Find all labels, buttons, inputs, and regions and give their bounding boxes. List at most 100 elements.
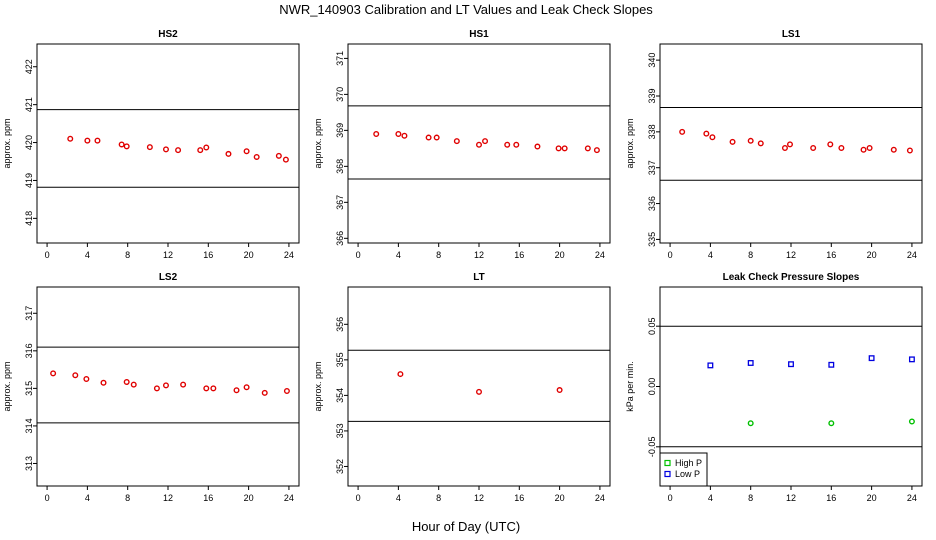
x-tick-label: 8	[748, 493, 753, 503]
x-tick-label: 8	[436, 250, 441, 260]
y-tick-label: 337	[647, 160, 657, 175]
y-axis-label: approx. ppm	[2, 118, 12, 168]
data-point	[243, 384, 250, 391]
data-point	[395, 130, 402, 137]
x-tick-label: 24	[907, 493, 917, 503]
y-tick-label: 369	[335, 123, 345, 138]
x-tick-label: 8	[125, 250, 130, 260]
data-point	[482, 138, 489, 145]
data-point	[788, 361, 794, 368]
y-tick-label: 366	[335, 231, 345, 246]
data-point	[747, 420, 754, 427]
data-point	[130, 381, 137, 388]
panel-title: HS2	[158, 29, 178, 40]
data-point	[476, 388, 483, 395]
x-tick-label: 12	[474, 250, 484, 260]
data-point	[827, 141, 834, 148]
x-tick-label: 16	[826, 250, 836, 260]
data-point	[707, 362, 714, 369]
data-point	[153, 385, 160, 392]
x-tick-label: 4	[396, 250, 401, 260]
data-point	[593, 147, 600, 154]
panel-title: LS1	[782, 29, 801, 40]
y-tick-label: 420	[24, 135, 34, 150]
panel-title: LT	[473, 272, 484, 283]
data-point	[123, 143, 130, 150]
y-tick-label: 419	[24, 173, 34, 188]
legend-marker	[664, 470, 671, 478]
y-tick-label: 353	[335, 423, 345, 438]
panel-3: LS1 approx. ppm 0 4 8 12 16 20 24 335 336 337 338 339…	[625, 29, 923, 260]
data-point	[828, 361, 835, 368]
x-tick-label: 4	[85, 493, 90, 503]
x-tick-label: 20	[555, 493, 565, 503]
data-point	[203, 144, 210, 151]
y-axis-label: kPa per min.	[625, 361, 635, 412]
data-point	[72, 372, 79, 379]
plot-frame	[659, 43, 923, 244]
x-tick-label: 4	[708, 493, 713, 503]
y-tick-label: 339	[647, 88, 657, 103]
y-tick-label: 335	[647, 232, 657, 247]
x-tick-label: 8	[436, 493, 441, 503]
x-tick-label: 8	[125, 493, 130, 503]
data-point	[828, 420, 835, 427]
x-tick-label: 24	[284, 493, 294, 503]
figure-x-axis-label: Hour of Day (UTC)	[412, 519, 520, 534]
y-tick-label: 336	[647, 196, 657, 211]
y-tick-label: 317	[24, 306, 34, 321]
panel-5: LT approx. ppm 0 4 8 12 16 20 24 352 353 354 355 356	[313, 272, 611, 503]
y-tick-label: 371	[335, 51, 345, 66]
x-tick-label: 20	[867, 493, 877, 503]
data-point	[868, 355, 875, 362]
plot-frame	[347, 43, 611, 244]
panel-title: HS1	[469, 29, 489, 40]
y-tick-label: 352	[335, 459, 345, 474]
x-tick-label: 20	[555, 250, 565, 260]
x-tick-label: 4	[85, 250, 90, 260]
data-point	[233, 387, 240, 394]
x-tick-label: 0	[668, 250, 673, 260]
x-tick-label: 0	[668, 493, 673, 503]
x-tick-label: 0	[356, 250, 361, 260]
x-tick-label: 24	[595, 493, 605, 503]
data-point	[225, 150, 232, 157]
data-point	[747, 137, 754, 144]
y-tick-label: 354	[335, 388, 345, 403]
data-point	[162, 146, 169, 153]
data-point	[118, 141, 125, 148]
data-point	[162, 382, 169, 389]
x-tick-label: 16	[826, 493, 836, 503]
x-tick-label: 0	[45, 250, 50, 260]
x-tick-label: 0	[356, 493, 361, 503]
x-tick-label: 12	[474, 493, 484, 503]
y-tick-label: 0.00	[647, 378, 657, 396]
data-point	[906, 147, 913, 154]
data-point	[243, 148, 250, 155]
y-tick-label: 315	[24, 381, 34, 396]
y-tick-label: 340	[647, 53, 657, 68]
panel-title: LS2	[159, 272, 178, 283]
y-axis-label: approx. ppm	[625, 118, 635, 168]
data-point	[703, 130, 710, 137]
legend-box	[659, 452, 708, 487]
y-axis-label: approx. ppm	[2, 361, 12, 411]
data-point	[513, 141, 520, 148]
data-point	[709, 134, 716, 141]
data-point	[401, 132, 408, 139]
x-tick-label: 16	[514, 250, 524, 260]
data-point	[425, 134, 432, 141]
legend-label: Low P	[675, 469, 700, 479]
data-point	[747, 360, 754, 366]
data-point	[729, 138, 736, 145]
data-point	[534, 143, 541, 150]
data-point	[50, 370, 57, 377]
y-tick-label: 338	[647, 124, 657, 139]
data-point	[890, 146, 897, 153]
x-tick-label: 4	[396, 493, 401, 503]
x-tick-label: 16	[203, 493, 213, 503]
y-tick-label: 421	[24, 97, 34, 112]
data-point	[146, 144, 153, 151]
